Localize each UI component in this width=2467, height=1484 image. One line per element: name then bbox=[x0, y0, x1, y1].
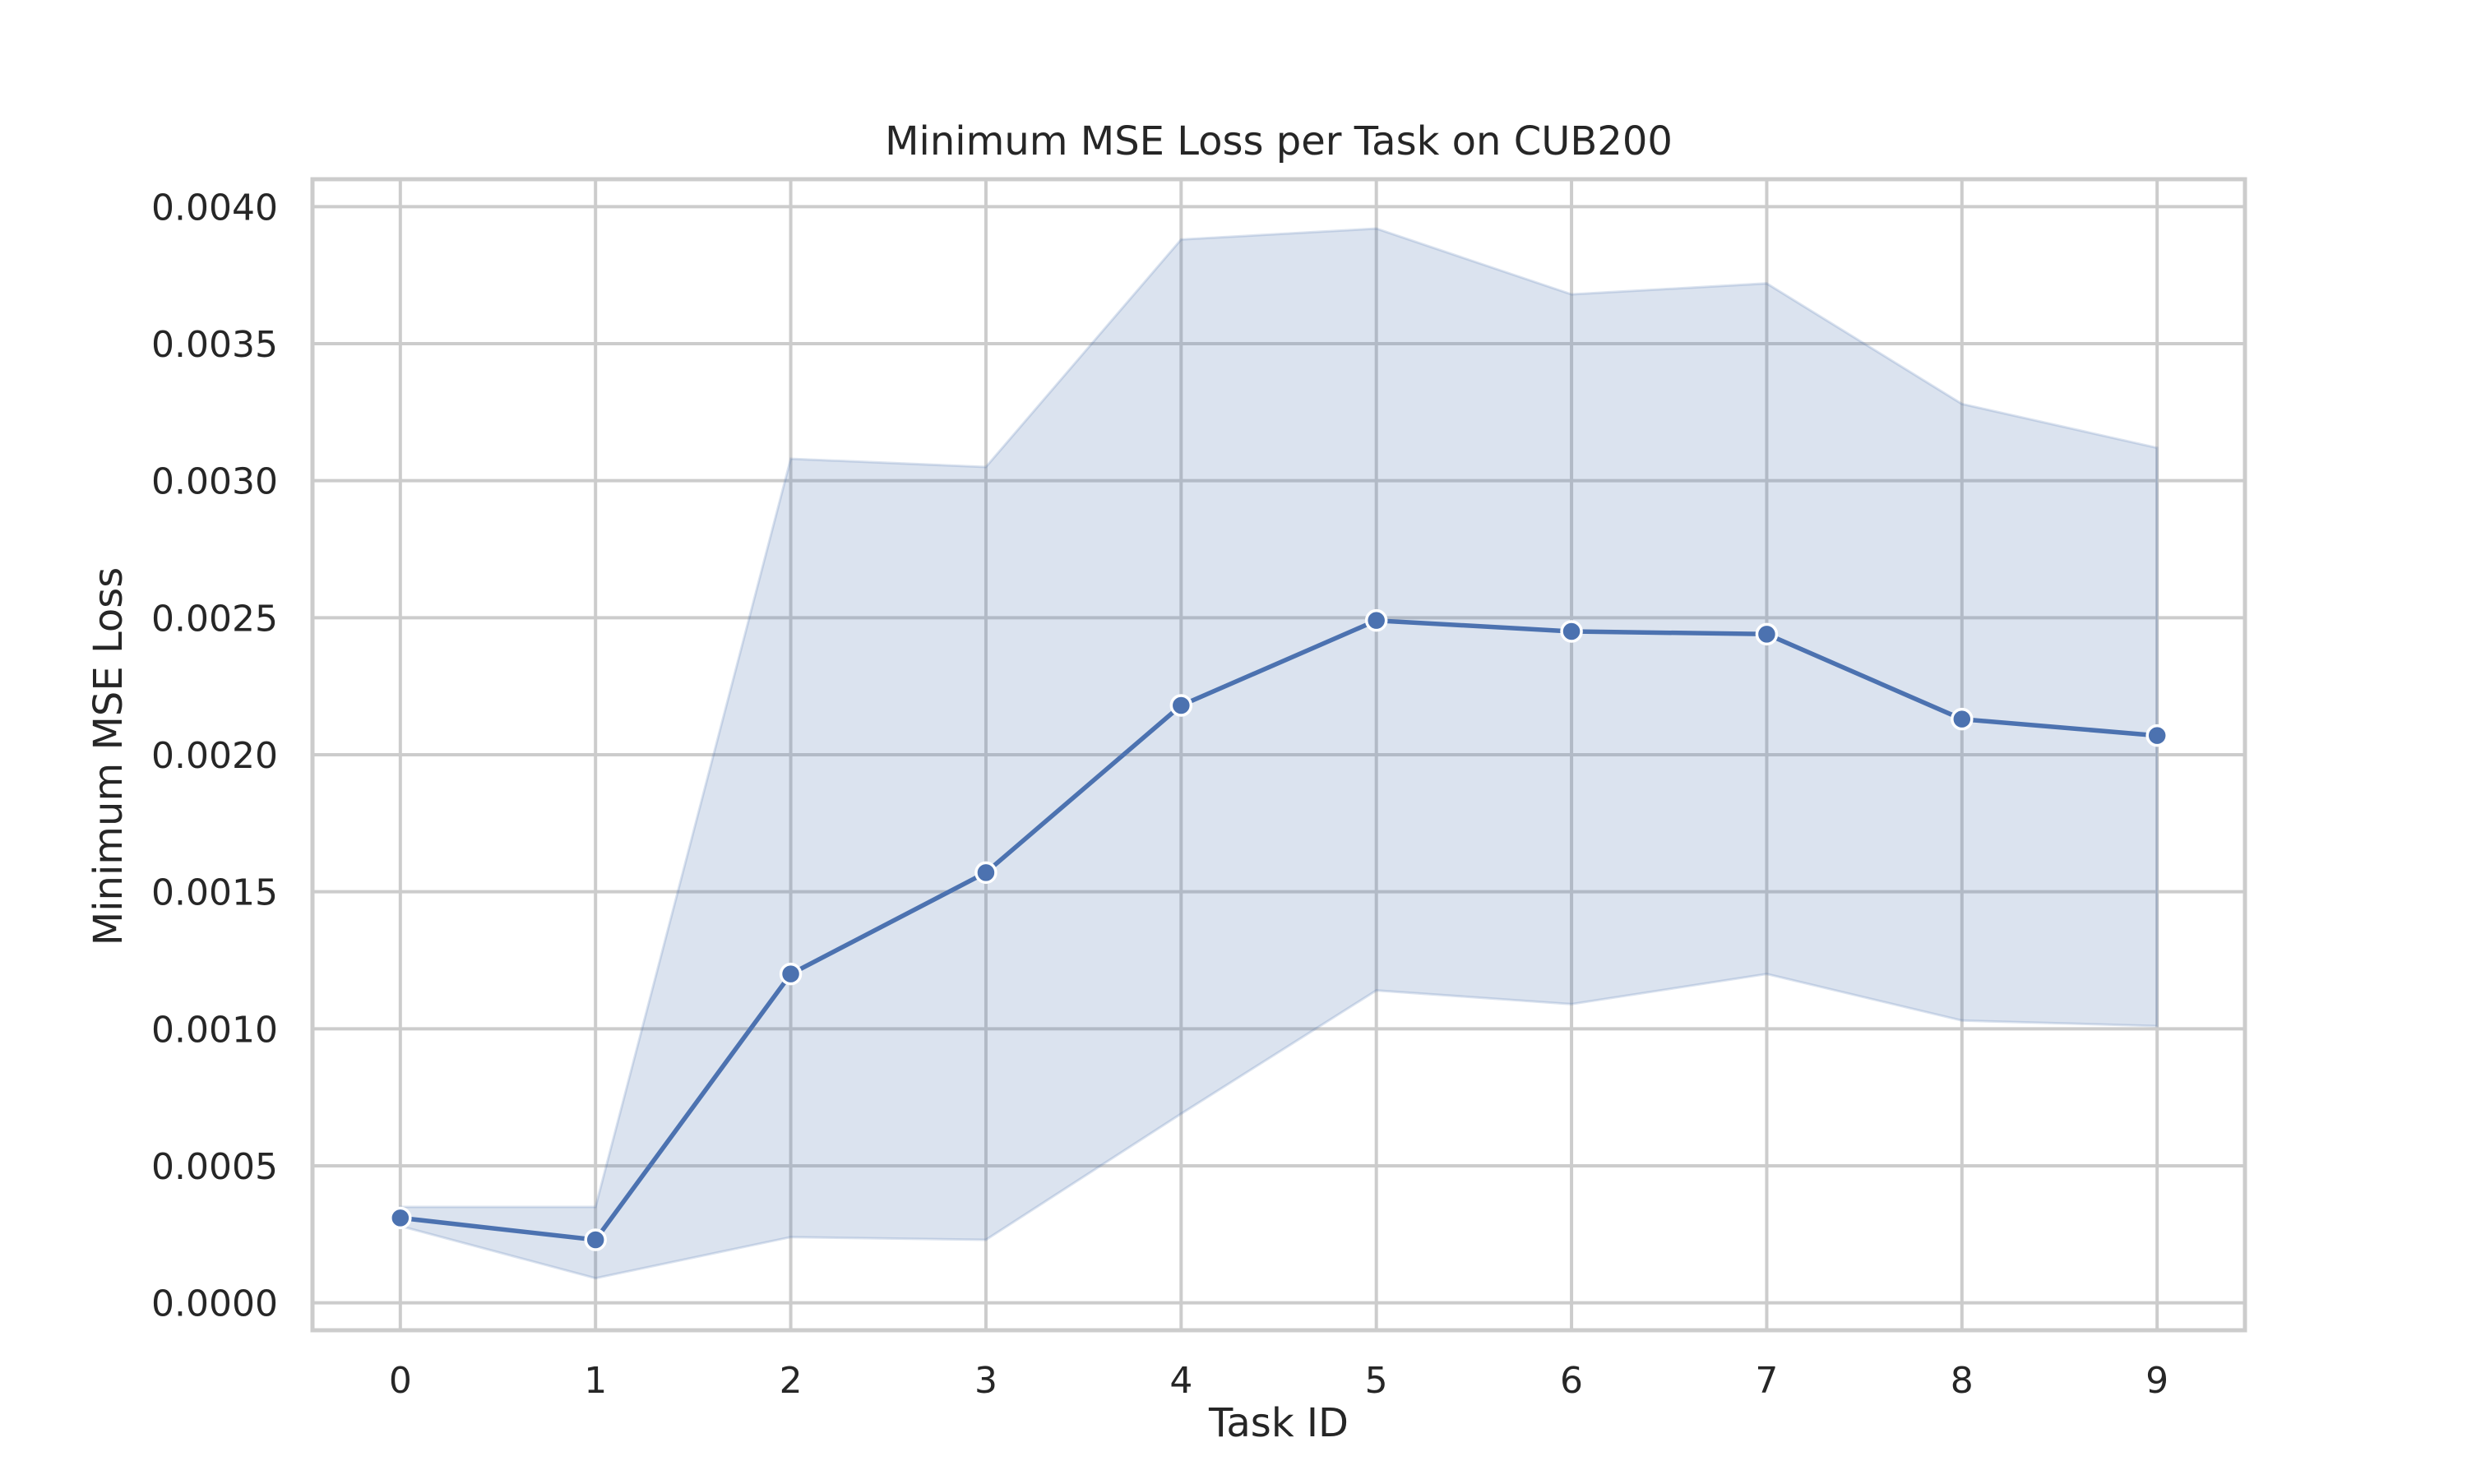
y-tick-label: 0.0010 bbox=[151, 1009, 278, 1051]
x-tick-label: 8 bbox=[1951, 1360, 1974, 1402]
y-tick-label: 0.0020 bbox=[151, 735, 278, 777]
y-tick-label: 0.0025 bbox=[151, 598, 278, 640]
y-tick-label: 0.0005 bbox=[151, 1146, 278, 1188]
x-tick-label: 2 bbox=[780, 1360, 803, 1402]
x-tick-labels: 0 1 2 3 4 5 6 7 8 9 bbox=[389, 1360, 2168, 1402]
chart-title: Minimum MSE Loss per Task on CUB200 bbox=[885, 118, 1673, 164]
y-axis-label: Minimum MSE Loss bbox=[86, 567, 132, 945]
y-tick-labels: 0.0000 0.0005 0.0010 0.0015 0.0020 0.0025 0.00… bbox=[151, 187, 278, 1325]
data-point bbox=[1951, 707, 1974, 731]
x-tick-label: 9 bbox=[2145, 1360, 2168, 1402]
x-tick-label: 4 bbox=[1169, 1360, 1192, 1402]
data-point bbox=[2145, 724, 2168, 747]
data-point bbox=[584, 1228, 607, 1251]
grid bbox=[312, 179, 2245, 1330]
y-tick-label: 0.0040 bbox=[151, 187, 278, 229]
x-tick-label: 0 bbox=[389, 1360, 412, 1402]
y-tick-label: 0.0030 bbox=[151, 461, 278, 503]
data-point bbox=[1560, 620, 1583, 643]
x-tick-label: 3 bbox=[974, 1360, 997, 1402]
data-point bbox=[1169, 694, 1193, 717]
y-tick-label: 0.0015 bbox=[151, 872, 278, 914]
x-tick-label: 1 bbox=[584, 1360, 607, 1402]
series-line bbox=[398, 617, 2159, 1242]
data-point bbox=[1755, 622, 1779, 646]
x-tick-label: 5 bbox=[1365, 1360, 1388, 1402]
y-tick-label: 0.0000 bbox=[151, 1283, 278, 1325]
data-point bbox=[1364, 608, 1388, 632]
x-tick-label: 6 bbox=[1560, 1360, 1583, 1402]
plot-frame bbox=[310, 177, 2247, 1333]
x-axis-label: Task ID bbox=[1208, 1400, 1349, 1446]
confidence-band bbox=[399, 227, 2159, 1280]
x-tick-label: 7 bbox=[1755, 1360, 1778, 1402]
data-point bbox=[389, 1206, 412, 1230]
markers bbox=[389, 608, 2168, 1251]
data-point bbox=[974, 861, 997, 885]
y-tick-label: 0.0035 bbox=[151, 324, 278, 366]
data-point bbox=[779, 962, 803, 986]
